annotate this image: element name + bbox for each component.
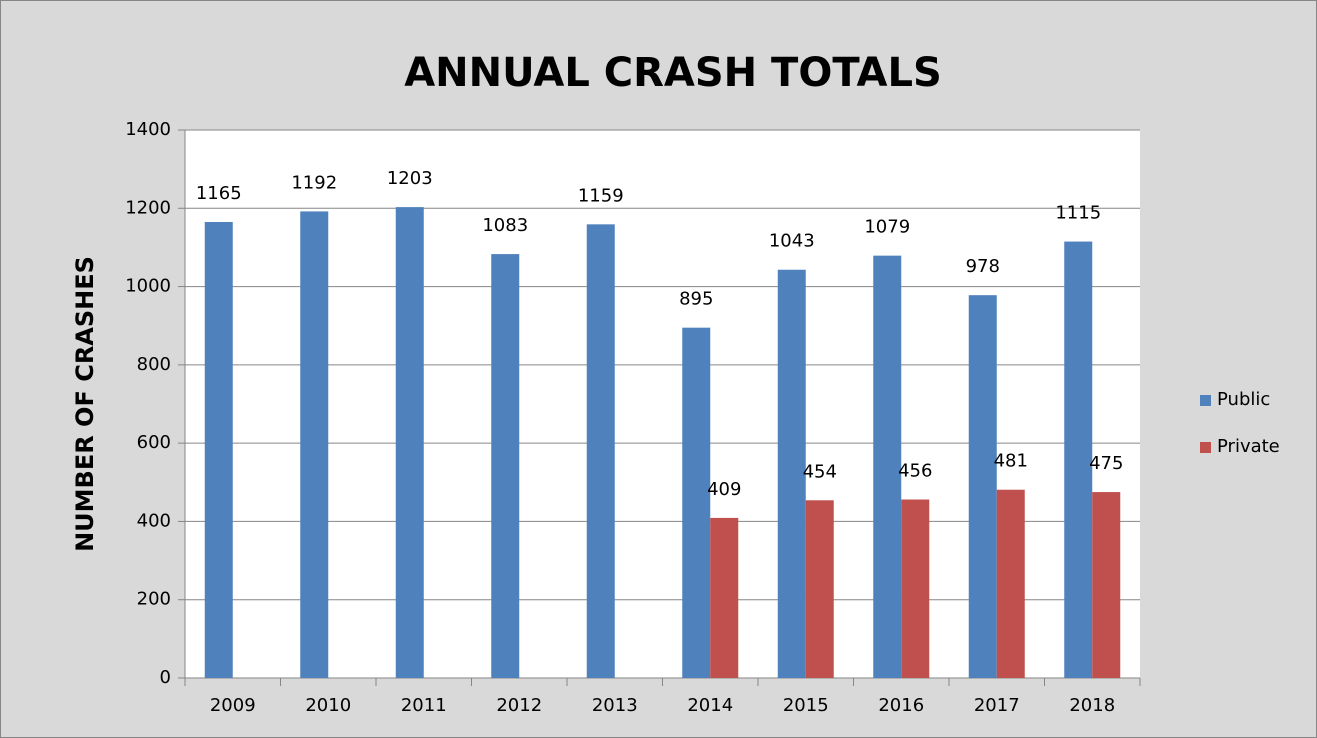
y-tick-label: 200 (137, 589, 171, 610)
data-label: 1192 (291, 172, 337, 193)
bar (968, 295, 997, 678)
data-label: 1043 (769, 231, 815, 252)
bar (1064, 241, 1093, 679)
legend-swatch (1200, 395, 1211, 406)
bar (204, 221, 233, 678)
bar (1092, 492, 1121, 678)
bar (395, 207, 424, 678)
bar (805, 500, 834, 678)
bar (586, 224, 615, 678)
x-tick-label: 2016 (878, 695, 924, 716)
y-tick-label: 0 (160, 667, 171, 688)
data-label: 895 (679, 289, 713, 310)
y-axis-title: NUMBER OF CRASHES (71, 256, 99, 552)
data-label: 475 (1089, 453, 1123, 474)
x-tick-label: 2017 (974, 695, 1020, 716)
data-label: 481 (994, 451, 1028, 472)
data-label: 1165 (196, 183, 242, 204)
data-label: 1115 (1055, 203, 1101, 224)
bar (777, 269, 806, 678)
y-tick-label: 600 (137, 432, 171, 453)
x-tick-label: 2013 (592, 695, 638, 716)
legend-swatch (1200, 442, 1211, 453)
x-tick-label: 2018 (1069, 695, 1115, 716)
y-tick-label: 800 (137, 354, 171, 375)
bar (873, 255, 902, 679)
x-tick-label: 2015 (783, 695, 829, 716)
data-label: 456 (898, 461, 932, 482)
legend-label: Private (1217, 436, 1280, 457)
bar (682, 327, 711, 678)
y-tick-label: 400 (137, 510, 171, 531)
data-label: 1079 (864, 217, 910, 238)
y-tick-label: 1200 (125, 197, 171, 218)
legend-label: Public (1217, 389, 1270, 410)
bar (901, 499, 930, 678)
x-tick-label: 2012 (496, 695, 542, 716)
x-tick-label: 2014 (687, 695, 733, 716)
x-tick-label: 2010 (305, 695, 351, 716)
data-label: 1083 (482, 215, 528, 236)
data-label: 409 (707, 479, 741, 500)
chart-title: ANNUAL CRASH TOTALS (404, 50, 942, 96)
y-tick-label: 1400 (125, 119, 171, 140)
y-tick-label: 1000 (125, 276, 171, 297)
bar (710, 517, 739, 678)
data-label: 1159 (578, 185, 624, 206)
data-label: 454 (803, 461, 837, 482)
x-tick-label: 2011 (401, 695, 447, 716)
bar (996, 489, 1025, 678)
data-label: 1203 (387, 168, 433, 189)
data-label: 978 (966, 256, 1000, 277)
bar (491, 254, 520, 678)
x-tick-label: 2009 (210, 695, 256, 716)
bar (300, 211, 329, 678)
